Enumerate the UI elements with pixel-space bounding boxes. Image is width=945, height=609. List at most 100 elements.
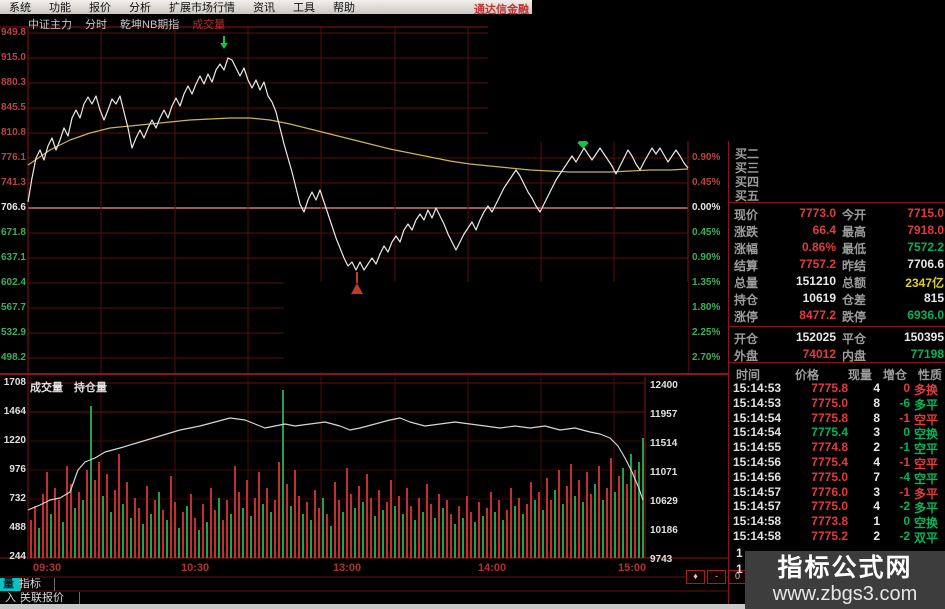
tick-time: 15:14:57: [733, 499, 782, 514]
tick-header: 增仓: [883, 368, 908, 382]
quote-value: 7757.2: [799, 257, 836, 271]
open-interest-axis-label: 11957: [650, 409, 678, 420]
tick-row-fragment: 1: [736, 546, 743, 560]
menu-item[interactable]: 扩展市场行情: [169, 2, 235, 14]
quote-label: 持仓: [734, 293, 759, 307]
tick-time: 15:14:53: [733, 395, 782, 410]
tick-nature: 空换: [914, 516, 939, 531]
tick-time: 15:14:58: [733, 529, 782, 543]
quote-label: 涨停: [734, 310, 759, 324]
volume-axis-label: 1220: [3, 435, 26, 446]
menu-item[interactable]: 工具: [293, 2, 315, 14]
percent-axis-label: 0.00%: [692, 202, 721, 213]
tab-关联报价[interactable]: 关联报价: [17, 592, 80, 605]
quote-label: 内盘: [842, 349, 867, 363]
quote-label: 最高: [842, 225, 867, 239]
volume-axis-label: 976: [9, 464, 26, 475]
tick-oi-change: -1: [899, 455, 910, 469]
price-axis-label: 776.1: [0, 152, 26, 163]
tick-time: 15:14:54: [733, 410, 782, 425]
bid-level-label: 买四: [735, 175, 760, 189]
watermark-url: www.zbgs3.com: [772, 583, 918, 605]
tick-nature: 多平: [914, 486, 939, 501]
price-axis-label: 915.0: [0, 52, 26, 63]
tick-nature: 空平: [914, 471, 939, 486]
tab-量[interactable]: 量: [0, 578, 21, 591]
percent-axis-label: 0.45%: [692, 227, 721, 238]
menu-item[interactable]: 分析: [129, 2, 151, 14]
menu-item[interactable]: 功能: [49, 2, 71, 14]
tab-入[interactable]: 入: [2, 592, 22, 605]
quote-value: 151210: [795, 274, 836, 288]
tick-time: 15:14:57: [733, 484, 782, 499]
tick-volume: 4: [873, 381, 880, 395]
tick-nature: 空换: [914, 427, 939, 442]
panel-separator: [728, 326, 945, 327]
bid-level-label: 买二: [735, 147, 760, 161]
menu-item[interactable]: 系统: [9, 2, 31, 14]
tick-time: 15:14:56: [733, 469, 782, 484]
right-panel-divider: [728, 14, 729, 605]
bid-level-label: 买三: [735, 161, 760, 175]
tick-price: 7775.0: [811, 469, 848, 484]
quote-label: 总量: [734, 276, 759, 290]
tick-volume: 7: [873, 469, 880, 484]
quote-label: 涨幅: [734, 242, 759, 256]
tick-oi-change: -6: [899, 395, 910, 410]
menu-items: 系统 功能 报价 分析 扩展市场行情 资讯 工具 帮助: [0, 0, 364, 15]
quote-value: 7572.2: [907, 240, 944, 254]
tick-header: 现量: [848, 368, 873, 382]
tick-oi-change: 0: [903, 381, 910, 395]
tick-nature: 多平: [914, 501, 939, 516]
tick-nature: 多平: [914, 397, 939, 412]
price-axis-label: 671.8: [0, 227, 26, 238]
quote-label: 现价: [734, 208, 759, 222]
quote-label: 最低: [842, 242, 867, 256]
tick-oi-change: 0: [903, 425, 910, 440]
price-axis-label: 567.7: [0, 302, 26, 313]
tab-指标[interactable]: 指标: [16, 578, 55, 591]
watermark-title: 指标公式网: [777, 554, 913, 582]
time-axis-label: 15:00: [618, 562, 647, 574]
quote-value: 152025: [795, 330, 836, 344]
tick-nature: 空平: [914, 457, 939, 471]
tick-nature: 空平: [914, 412, 939, 427]
percent-axis-label: 2.25%: [692, 327, 721, 338]
tick-row-fragment: 1: [736, 562, 743, 576]
tick-volume: 8: [873, 410, 880, 425]
quote-value: 0.86%: [801, 240, 836, 254]
tick-price: 7775.0: [811, 395, 848, 410]
overlay-indicator-label[interactable]: 成交量: [192, 19, 226, 31]
period-label[interactable]: 分时: [85, 19, 107, 31]
open-interest-label: 持仓量: [74, 382, 107, 394]
tick-header: 性质: [918, 368, 943, 382]
tick-volume: 2: [873, 529, 880, 543]
tick-time: 15:14:54: [733, 425, 782, 440]
indicator-name[interactable]: 乾坤NB期指: [120, 19, 180, 31]
chart-mini-button[interactable]: ♦: [686, 570, 705, 584]
chart-mini-button[interactable]: -: [707, 570, 726, 584]
tick-volume: 3: [873, 425, 880, 440]
menu-item[interactable]: 报价: [89, 2, 111, 14]
quote-value: 7706.6: [907, 257, 944, 271]
price-axis-label: 498.2: [0, 352, 26, 363]
quote-label: 涨跌: [734, 225, 759, 239]
chart-header: 中证主力 分时 乾坤NB期指 成交量: [28, 16, 225, 32]
panel-separator: [728, 202, 945, 203]
tick-oi-change: -4: [899, 469, 910, 484]
quote-value: 77198: [910, 347, 944, 361]
tick-price: 7775.0: [811, 499, 848, 514]
quote-label: 昨结: [842, 259, 867, 273]
menu-item[interactable]: 资讯: [253, 2, 275, 14]
quote-value: 2347亿: [905, 276, 944, 290]
quote-value: 7773.0: [799, 206, 836, 220]
open-interest-axis-label: 11071: [650, 467, 678, 478]
percent-axis-label: 0.45%: [692, 177, 721, 188]
price-axis-label: 845.5: [0, 102, 26, 113]
bottom-strip: [0, 604, 748, 609]
tick-price: 7775.4: [811, 425, 848, 440]
menu-item[interactable]: 帮助: [333, 2, 355, 14]
intraday-chart-region[interactable]: [0, 26, 728, 558]
brand-label: 通达信金融: [474, 4, 529, 16]
